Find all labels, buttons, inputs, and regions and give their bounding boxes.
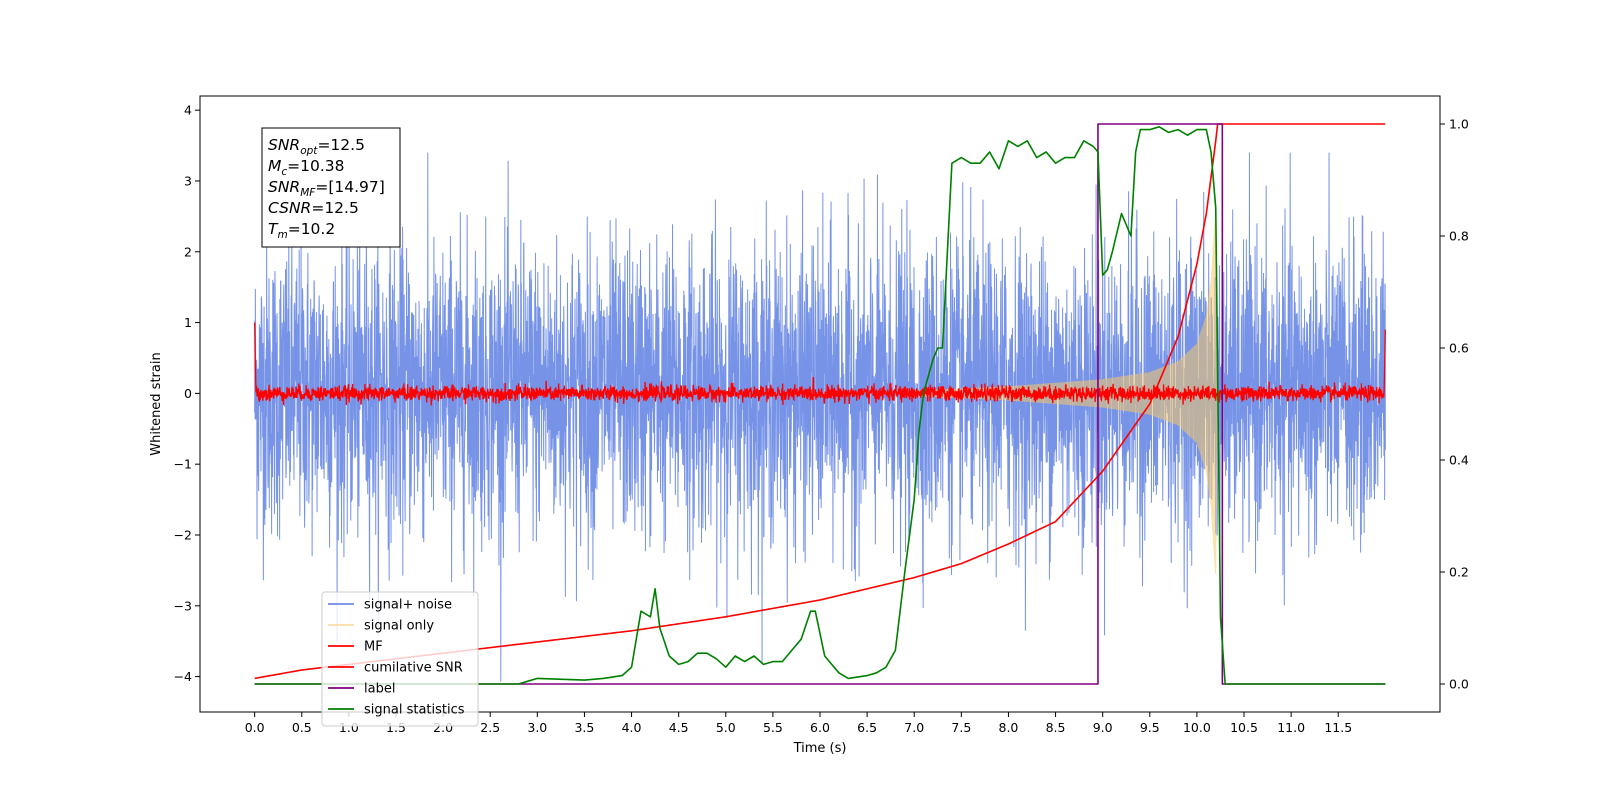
legend-label: label — [364, 682, 395, 697]
legend-label: cumilative SNR — [364, 661, 463, 676]
y-right-tick-label: 0.0 — [1449, 677, 1469, 692]
annotation-line: CSNR=12.5 — [268, 199, 359, 217]
y-left-tick-label: 1 — [184, 315, 192, 330]
legend-label: MF — [364, 640, 383, 655]
y-left-tick-label: −2 — [174, 527, 192, 542]
x-tick-label: 6.0 — [810, 720, 830, 735]
x-tick-label: 7.0 — [904, 720, 924, 735]
x-tick-label: 11.0 — [1277, 720, 1305, 735]
x-tick-label: 5.5 — [763, 720, 783, 735]
series-mf — [254, 322, 1386, 406]
annotation-line: SNRMF=[14.97] — [268, 178, 385, 199]
x-tick-label: 4.5 — [669, 720, 689, 735]
y-left-tick-label: −3 — [174, 598, 192, 613]
x-tick-label: 3.0 — [527, 720, 547, 735]
x-tick-label: 10.0 — [1183, 720, 1211, 735]
x-tick-label: 8.0 — [999, 720, 1019, 735]
y-left-tick-label: 0 — [184, 386, 192, 401]
x-tick-label: 7.5 — [951, 720, 971, 735]
y-right-tick-label: 0.8 — [1449, 229, 1469, 244]
y-left-tick-label: 3 — [184, 173, 192, 188]
x-tick-label: 5.0 — [716, 720, 736, 735]
annotation-line: SNRopt=12.5 — [268, 136, 365, 157]
annotation-line: Tm=10.2 — [268, 220, 335, 241]
x-tick-label: 6.5 — [857, 720, 877, 735]
x-tick-label: 0.5 — [292, 720, 312, 735]
x-tick-label: 4.0 — [622, 720, 642, 735]
annotation-frame — [261, 127, 401, 248]
x-axis-label: Time (s) — [793, 741, 847, 756]
legend-label: signal only — [364, 619, 434, 634]
annotation-line: Mc=10.38 — [268, 157, 345, 178]
x-tick-label: 11.5 — [1324, 720, 1352, 735]
y-right-tick-label: 0.6 — [1449, 341, 1469, 356]
y-left-tick-label: −1 — [174, 457, 192, 472]
x-tick-label: 9.5 — [1140, 720, 1160, 735]
x-tick-label: 3.5 — [574, 720, 594, 735]
legend: signal+ noise signal only MF cumilative SNR… — [321, 591, 479, 727]
series-signal-statistics — [254, 126, 1386, 685]
y-right-tick-label: 1.0 — [1449, 117, 1469, 132]
x-tick-label: 2.5 — [480, 720, 500, 735]
y-left-tick-label: −4 — [174, 669, 192, 684]
legend-label: signal statistics — [364, 703, 465, 718]
y-right-tick-label: 0.2 — [1449, 565, 1469, 580]
y-axis-label: Whitened strain — [149, 352, 164, 455]
x-tick-label: 10.5 — [1230, 720, 1258, 735]
annotation-box: SNRopt=12.5Mc=10.38SNRMF=[14.97]CSNR=12.… — [261, 127, 401, 248]
legend-label: signal+ noise — [364, 598, 452, 613]
y-left-tick-label: 4 — [184, 103, 192, 118]
y-right-tick-label: 0.4 — [1449, 453, 1469, 468]
legend-frame — [321, 591, 479, 727]
x-tick-label: 9.0 — [1093, 720, 1113, 735]
series-signal-noise — [254, 152, 1386, 682]
x-tick-label: 8.5 — [1046, 720, 1066, 735]
y-left-tick-label: 2 — [184, 244, 192, 259]
x-tick-label: 0.0 — [245, 720, 265, 735]
